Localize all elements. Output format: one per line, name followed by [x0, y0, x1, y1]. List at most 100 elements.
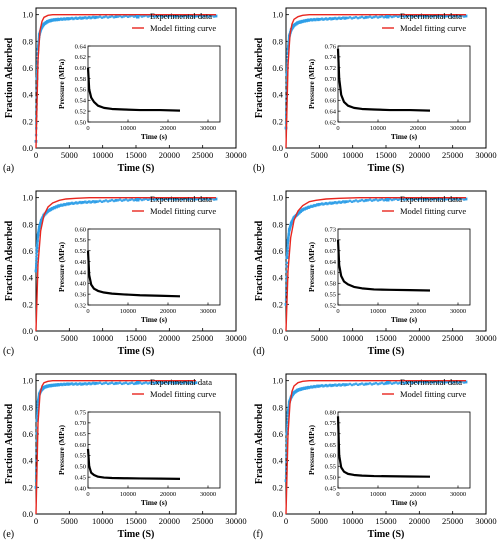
x-tick-label: 15000 — [375, 333, 396, 343]
y-tick-label: 1.0 — [22, 193, 33, 203]
x-tick-label: 15000 — [375, 516, 396, 526]
inset-y-tick-label: 0.55 — [325, 291, 336, 298]
data-point — [430, 198, 434, 201]
y-tick-label: 0.4 — [22, 456, 33, 466]
data-point — [388, 14, 392, 18]
x-tick-label: 5000 — [311, 333, 328, 343]
data-point — [78, 200, 82, 204]
data-point — [450, 15, 454, 18]
data-point — [320, 384, 324, 387]
data-point — [330, 384, 333, 388]
data-point — [158, 380, 162, 384]
data-point — [392, 381, 396, 385]
x-tick-label: 20000 — [409, 333, 430, 343]
data-point — [182, 197, 186, 201]
data-point — [350, 383, 354, 387]
data-point — [212, 198, 216, 201]
data-point — [286, 52, 289, 56]
x-tick-label: 0 — [284, 516, 288, 526]
data-point — [464, 197, 468, 201]
data-point — [112, 382, 116, 386]
data-point — [362, 16, 366, 20]
inset-y-tick-label: 0.58 — [75, 76, 86, 83]
data-point — [317, 385, 320, 388]
data-point — [164, 380, 168, 384]
data-point — [456, 15, 460, 18]
data-point — [190, 380, 194, 384]
data-point — [82, 382, 86, 386]
data-point — [202, 14, 206, 18]
y-axis-title: Fraction Adsorbed — [4, 220, 15, 301]
inset-x-tick-label: 0 — [336, 125, 339, 132]
inset-x-axis-title: Time (s) — [391, 315, 418, 324]
data-point — [307, 19, 310, 22]
data-point — [206, 198, 210, 201]
data-point — [154, 197, 158, 201]
data-point — [192, 382, 196, 385]
x-tick-label: 30000 — [475, 150, 496, 160]
data-point — [404, 197, 408, 201]
data-point — [390, 382, 394, 385]
data-point — [348, 16, 352, 19]
inset-x-axis-title: Time (s) — [141, 132, 168, 141]
y-tick-label: 1.0 — [272, 193, 283, 203]
data-point — [85, 17, 88, 20]
inset-y-tick-label: 0.55 — [75, 453, 86, 460]
data-point — [73, 201, 76, 205]
data-point — [184, 197, 188, 200]
data-point — [110, 381, 114, 384]
data-point — [150, 197, 154, 200]
data-point — [168, 14, 172, 18]
inset-x-tick-label: 0 — [86, 125, 89, 132]
data-point — [334, 383, 337, 386]
data-point — [378, 382, 382, 385]
data-point — [382, 382, 386, 386]
data-point — [148, 381, 152, 385]
data-point — [327, 17, 330, 21]
data-point — [100, 16, 104, 19]
data-point — [182, 381, 186, 384]
data-point — [402, 198, 406, 201]
y-tick-label: 0.2 — [22, 482, 33, 492]
data-point — [344, 16, 348, 20]
data-point — [414, 197, 418, 200]
legend-label-experimental: Experimental data — [400, 11, 462, 21]
data-point — [376, 199, 380, 202]
inset-pressure-curve — [336, 239, 431, 292]
data-point — [152, 15, 156, 18]
y-axis-title: Fraction Adsorbed — [254, 220, 265, 301]
inset-x-tick-label: 10000 — [120, 308, 136, 315]
data-point — [130, 381, 134, 384]
inset-x-axis-title: Time (s) — [141, 315, 168, 324]
data-point — [344, 200, 348, 204]
data-point — [364, 15, 368, 19]
data-point — [190, 197, 194, 200]
data-point — [198, 14, 202, 17]
data-point — [346, 383, 350, 386]
y-tick-label: 0.8 — [272, 219, 283, 229]
data-point — [130, 198, 134, 201]
data-point — [140, 382, 144, 385]
data-point — [180, 382, 184, 385]
data-point — [287, 42, 290, 46]
data-point — [288, 230, 291, 233]
inset-chart: 0 10000 20000 30000 0.45 0.50 0.55 0.60 0.65 0.70… — [307, 409, 471, 507]
y-tick-label: 0.2 — [22, 299, 33, 309]
data-point — [36, 408, 39, 412]
data-point — [132, 382, 136, 386]
data-point — [188, 197, 192, 201]
data-point — [286, 249, 289, 252]
data-point — [98, 199, 102, 203]
legend-label-model: Model fitting curve — [400, 23, 466, 33]
data-point — [35, 257, 38, 261]
inset-y-tick-label: 0.36 — [75, 291, 87, 298]
data-point — [206, 15, 210, 18]
data-point — [194, 14, 198, 18]
inset-y-tick-label: 0.65 — [325, 442, 336, 449]
x-tick-label: 10000 — [92, 333, 113, 343]
data-point — [77, 201, 80, 204]
data-point — [362, 383, 366, 386]
data-point — [370, 199, 374, 202]
inset-y-tick-label: 0.50 — [75, 464, 86, 471]
x-tick-label: 25000 — [442, 333, 463, 343]
